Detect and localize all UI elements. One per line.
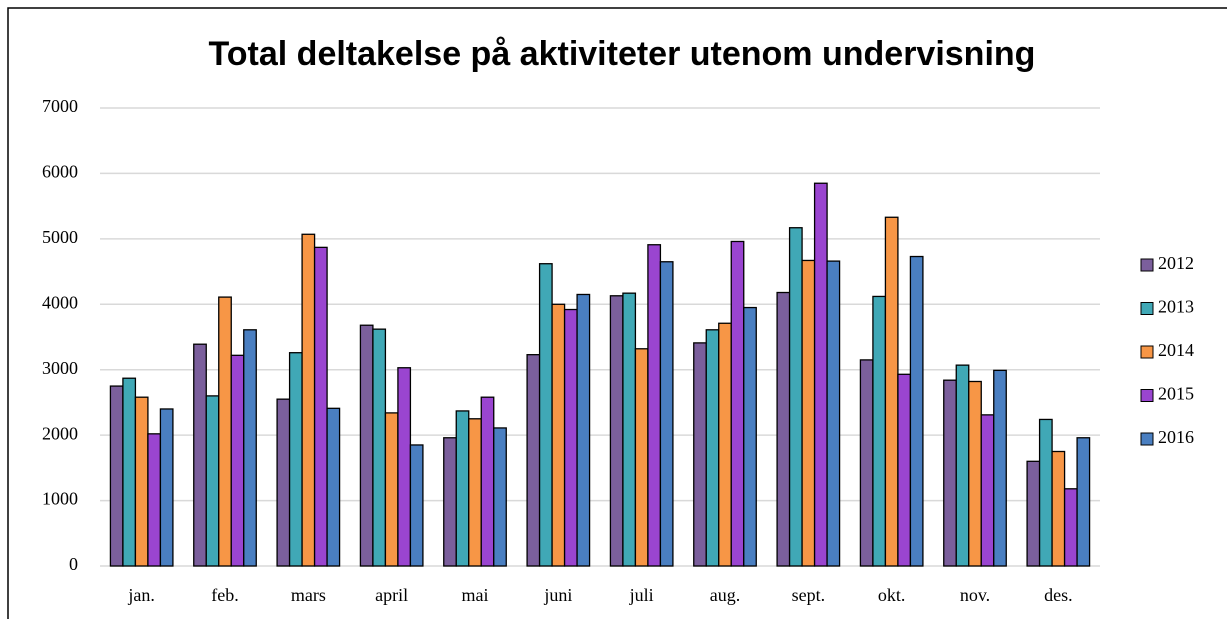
bar [359, 324, 374, 567]
bar [193, 343, 207, 567]
bar [622, 292, 637, 567]
bar [1051, 450, 1066, 567]
bar [897, 373, 912, 567]
bar [859, 359, 874, 567]
legend-swatch [1140, 258, 1154, 272]
x-tick-label: nov. [960, 585, 990, 605]
legend-label: 2014 [1158, 340, 1194, 360]
bar [634, 348, 649, 567]
x-tick-label: feb. [211, 585, 238, 605]
y-tick-label: 5000 [42, 227, 78, 247]
bar [409, 444, 424, 567]
bar [1026, 460, 1041, 567]
bar [693, 342, 707, 567]
legend-label: 2015 [1158, 384, 1194, 404]
bar [480, 396, 495, 567]
bar [326, 407, 341, 567]
bar [980, 414, 995, 567]
bar [455, 410, 470, 567]
bar [218, 296, 232, 567]
bar [109, 385, 124, 567]
bar [468, 418, 482, 567]
x-tick-label: juni [543, 585, 572, 605]
x-tick-label: mars [291, 585, 326, 605]
y-tick-label: 1000 [42, 489, 78, 509]
x-tick-label: jan. [127, 585, 155, 605]
bar [609, 295, 624, 567]
bar [122, 377, 137, 567]
bar [1038, 418, 1053, 567]
bar [576, 293, 591, 567]
bar [730, 240, 745, 567]
bar [872, 295, 887, 567]
x-tick-label: april [375, 585, 408, 605]
bar [743, 306, 757, 567]
bar [551, 303, 566, 567]
bar [538, 263, 553, 567]
x-tick-label: sept. [792, 585, 826, 605]
legend-swatch [1140, 345, 1154, 359]
legend-label: 2012 [1158, 253, 1194, 273]
y-tick-label: 4000 [42, 292, 78, 312]
bar [993, 369, 1007, 567]
y-tick-label: 6000 [42, 162, 78, 182]
bar [826, 260, 841, 567]
bar [372, 328, 387, 567]
bar [493, 427, 507, 567]
bar [1063, 488, 1078, 567]
x-tick-label: mai [462, 585, 489, 605]
bar [955, 364, 970, 567]
chart-title: Total deltakelse på aktiviteter utenom u… [209, 35, 1036, 73]
bar [647, 244, 662, 567]
bar [776, 291, 791, 567]
y-tick-label: 0 [69, 554, 78, 574]
legend-swatch [1140, 432, 1154, 446]
bar [801, 259, 816, 567]
bar [288, 352, 303, 567]
legend-label: 2013 [1158, 297, 1194, 317]
bar [205, 395, 220, 567]
bar [884, 216, 899, 567]
bar [1076, 437, 1091, 567]
legend-swatch [1140, 302, 1154, 315]
bar [443, 437, 457, 567]
y-tick-label: 3000 [42, 358, 78, 378]
bar [397, 367, 412, 567]
y-tick-label: 2000 [42, 423, 78, 443]
x-tick-label: okt. [878, 585, 906, 605]
x-tick-label: juli [629, 585, 654, 605]
bar [159, 408, 174, 567]
bar [659, 261, 674, 567]
bar [718, 322, 732, 567]
chart-frame [7, 7, 1227, 624]
legend-swatch [1140, 389, 1154, 402]
bar [230, 354, 245, 567]
bar [134, 396, 149, 567]
bar [909, 255, 924, 567]
bar [563, 308, 578, 567]
bar [943, 379, 957, 567]
x-tick-label: aug. [710, 585, 741, 605]
bar [788, 227, 803, 567]
bar [301, 233, 316, 567]
bar [384, 412, 399, 567]
bar [147, 433, 162, 567]
bar [526, 354, 541, 567]
bar [705, 329, 720, 567]
bar [813, 182, 828, 567]
legend-label: 2016 [1158, 427, 1194, 447]
bar [313, 246, 328, 567]
x-tick-label: des. [1044, 585, 1073, 605]
bar [276, 398, 291, 567]
bar [968, 380, 982, 567]
bar [243, 329, 257, 567]
y-tick-label: 7000 [42, 96, 78, 116]
